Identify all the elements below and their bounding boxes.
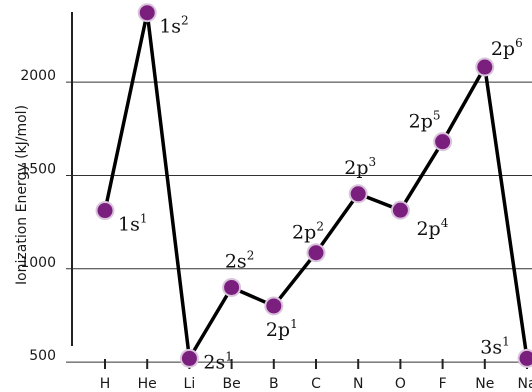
config-label-superscript: 4 xyxy=(441,216,449,230)
config-label-base: 2s xyxy=(203,351,225,373)
data-point-F xyxy=(433,132,453,152)
data-point-marker-C xyxy=(308,245,324,261)
y-tick-label-1500: 1500 xyxy=(20,161,56,177)
data-point-N xyxy=(348,184,368,204)
x-tick-label-He: He xyxy=(138,376,157,392)
config-label-superscript: 2 xyxy=(247,248,255,262)
config-label-base: 2p xyxy=(266,319,290,341)
data-point-Na xyxy=(517,348,532,368)
x-tick-label-C: C xyxy=(311,376,321,392)
config-label-Na: 3s1 xyxy=(480,334,509,358)
x-tick-label-B: B xyxy=(269,376,279,392)
x-tick-label-Be: Be xyxy=(222,376,240,392)
config-label-B: 2p1 xyxy=(266,317,298,341)
data-point-marker-F xyxy=(435,134,451,150)
x-tick-label-Ne: Ne xyxy=(475,376,494,392)
data-point-O xyxy=(390,200,410,220)
x-tick-label-N: N xyxy=(353,376,363,392)
data-point-marker-He xyxy=(139,5,155,21)
grid-layer xyxy=(66,81,532,363)
data-point-C xyxy=(306,243,326,263)
config-label-base: 2p xyxy=(292,222,316,244)
config-label-O: 2p4 xyxy=(416,216,448,240)
config-label-base: 2p xyxy=(416,218,440,240)
config-label-C: 2p2 xyxy=(292,220,324,244)
data-point-H xyxy=(95,201,115,221)
line-layer xyxy=(103,10,532,361)
config-label-superscript: 1 xyxy=(225,349,233,363)
config-label-F: 2p5 xyxy=(409,109,441,133)
series-line xyxy=(103,10,529,361)
config-label-base: 2p xyxy=(409,111,433,133)
config-label-superscript: 1 xyxy=(140,212,148,226)
config-label-superscript: 5 xyxy=(433,109,441,123)
config-label-superscript: 1 xyxy=(290,317,298,331)
data-point-marker-Na xyxy=(519,350,532,366)
data-point-marker-O xyxy=(392,202,408,218)
config-label-base: 2p xyxy=(344,157,368,179)
config-label-He: 1s2 xyxy=(159,14,188,38)
config-label-superscript: 3 xyxy=(369,155,377,169)
data-point-marker-Li xyxy=(181,350,197,366)
x-tick-label-Li: Li xyxy=(184,376,196,392)
data-point-Li xyxy=(179,348,199,368)
data-point-Be xyxy=(222,277,242,297)
config-label-superscript: 1 xyxy=(502,334,510,348)
y-tick-label-1000: 1000 xyxy=(20,255,56,271)
config-label-Ne: 2p6 xyxy=(491,36,523,60)
config-label-Li: 2s1 xyxy=(203,349,232,373)
x-tick-label-O: O xyxy=(395,376,406,392)
axis-layer: 500 1000 1500 2000 H He Li Be B C N O F Ne Na xyxy=(20,12,532,392)
data-point-Ne xyxy=(475,57,495,77)
data-point-He xyxy=(137,3,157,23)
config-label-Be: 2s2 xyxy=(225,248,254,272)
config-label-superscript: 2 xyxy=(181,14,189,28)
y-tick-label-2000: 2000 xyxy=(20,68,56,84)
config-label-superscript: 2 xyxy=(316,220,324,234)
data-point-marker-H xyxy=(97,203,113,219)
config-label-superscript: 6 xyxy=(515,36,523,50)
config-label-base: 3s xyxy=(480,336,502,358)
config-label-base: 1s xyxy=(159,16,181,38)
y-axis-title: Ionization Energy (kJ/mol) xyxy=(14,105,30,285)
data-point-marker-N xyxy=(350,186,366,202)
config-label-H: 1s1 xyxy=(118,212,147,236)
config-label-base: 2p xyxy=(491,38,515,60)
data-point-marker-Ne xyxy=(477,59,493,75)
config-label-base: 2s xyxy=(225,250,247,272)
x-tick-label-Na: Na xyxy=(517,376,532,392)
data-point-marker-B xyxy=(266,298,282,314)
x-tick-label-H: H xyxy=(100,376,111,392)
x-tick-label-F: F xyxy=(439,376,447,392)
data-point-B xyxy=(264,296,284,316)
config-label-N: 2p3 xyxy=(344,155,376,179)
config-label-base: 1s xyxy=(118,214,140,236)
marker-layer xyxy=(95,3,532,368)
y-tick-label-500: 500 xyxy=(29,348,56,364)
data-point-marker-Be xyxy=(224,279,240,295)
